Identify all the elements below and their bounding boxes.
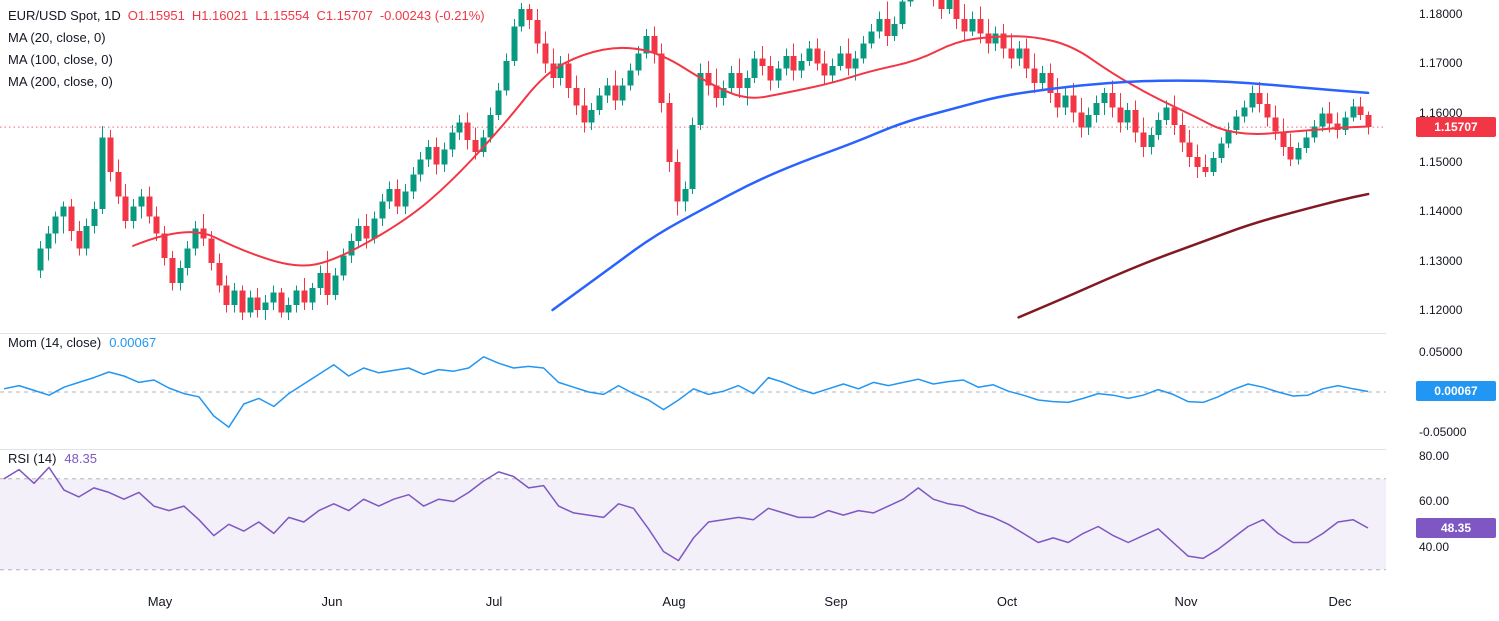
mom-axis-label: -0.05000 <box>1419 425 1467 439</box>
ma20-line <box>132 35 1370 267</box>
ma100-line <box>551 79 1370 312</box>
ohlc-low: L1.15554 <box>255 8 310 23</box>
momentum-line <box>3 356 1369 428</box>
rsi-line <box>3 466 1369 562</box>
price-axis-label: 1.16000 <box>1419 106 1463 120</box>
month-label-sep: Sep <box>824 594 848 609</box>
rsi-axis-label: 40.00 <box>1419 540 1450 554</box>
rsi-band <box>0 478 1386 570</box>
ma200-line <box>1017 192 1370 319</box>
price-axis-label: 1.13000 <box>1419 254 1463 268</box>
ohlc-high: H1.16021 <box>191 8 249 23</box>
price-axis[interactable]: 1.18000 1.17000 1.16000 1.15000 1.14000 … <box>1386 0 1499 585</box>
candles-layer <box>37 0 1372 320</box>
momentum-legend-value: 0.00067 <box>109 335 157 350</box>
momentum-legend-label: Mom (14, close) <box>8 335 102 350</box>
price-axis-label: 1.18000 <box>1419 7 1463 21</box>
price-axis-label: 1.15000 <box>1419 155 1463 169</box>
month-label-oct: Oct <box>996 594 1018 609</box>
ma20-legend[interactable]: MA (20, close, 0) <box>8 30 106 45</box>
time-axis[interactable]: May Jun Jul Aug Sep Oct Nov Dec <box>0 585 1499 621</box>
rsi-legend[interactable]: RSI (14) 48.35 <box>8 450 97 468</box>
panel-separator-mom-rsi[interactable] <box>0 449 1499 450</box>
ohlc-open: O1.15951 <box>127 8 185 23</box>
rsi-value-badge: 48.35 <box>1416 518 1496 538</box>
ohlc-change: -0.00243 (-0.21%) <box>379 8 485 23</box>
price-axis-label: 1.12000 <box>1419 303 1463 317</box>
month-label-aug: Aug <box>662 594 686 609</box>
price-axis-label: 1.14000 <box>1419 204 1463 218</box>
symbol-legend-row[interactable]: EUR/USD Spot, 1D O1.15951 H1.16021 L1.15554… <box>8 5 485 27</box>
momentum-value-badge: 0.00067 <box>1416 381 1496 401</box>
ma200-legend[interactable]: MA (200, close, 0) <box>8 74 113 89</box>
month-label-jun: Jun <box>321 594 343 609</box>
month-label-dec: Dec <box>1328 594 1352 609</box>
mom-axis-label: 0.05000 <box>1419 345 1463 359</box>
month-label-nov: Nov <box>1174 594 1198 609</box>
rsi-legend-label: RSI (14) <box>8 451 57 466</box>
symbol-title[interactable]: EUR/USD Spot, 1D <box>8 8 121 23</box>
month-label-may: May <box>147 594 173 609</box>
momentum-legend[interactable]: Mom (14, close) 0.00067 <box>8 334 156 352</box>
panel-separator-main-mom[interactable] <box>0 333 1499 334</box>
price-axis-label: 1.17000 <box>1419 56 1463 70</box>
ma100-legend[interactable]: MA (100, close, 0) <box>8 52 113 67</box>
last-price-badge: 1.15707 <box>1416 117 1496 137</box>
ohlc-close: C1.15707 <box>316 8 373 23</box>
rsi-axis-label: 80.00 <box>1419 449 1450 463</box>
main-legend: EUR/USD Spot, 1D O1.15951 H1.16021 L1.15554… <box>8 5 485 93</box>
rsi-axis-label: 60.00 <box>1419 494 1450 508</box>
month-label-jul: Jul <box>485 594 503 609</box>
rsi-legend-value: 48.35 <box>64 451 97 466</box>
